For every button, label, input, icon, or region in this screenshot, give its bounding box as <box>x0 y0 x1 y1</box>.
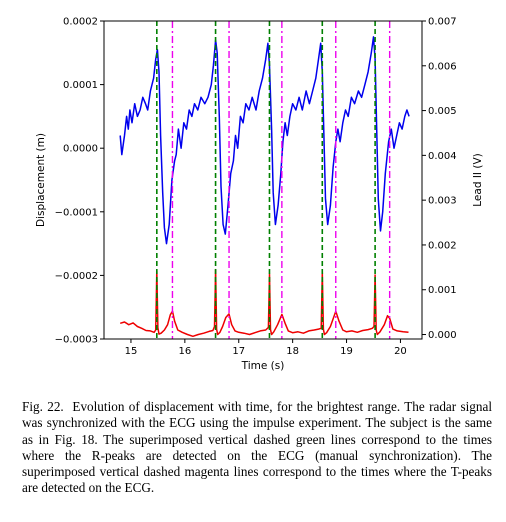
y-right-tick-label: 0.002 <box>428 240 457 251</box>
y-left-tick-label: 0.0000 <box>63 144 98 155</box>
y-left-tick-label: 0.0002 <box>63 17 98 28</box>
y-axis-right-title: Lead II (V) <box>472 153 484 206</box>
plot-area <box>119 21 410 339</box>
x-tick-label: 19 <box>340 346 353 357</box>
y-left-tick-label: 0.0001 <box>63 80 98 91</box>
figure: 15 16 17 18 19 20 0.0002 0.0001 0.0000 −0.0001 −0.… <box>35 17 484 373</box>
displacement-series-line <box>119 36 410 245</box>
y-left-tick-label: −0.0001 <box>55 207 98 218</box>
x-tick-label: 17 <box>232 346 245 357</box>
plot-frame <box>103 20 423 340</box>
y-right-tick-label: 0.001 <box>428 285 457 296</box>
x-axis-title: Time (s) <box>241 360 285 372</box>
figure-caption: Fig. 22. Evolution of displacement with … <box>22 399 492 496</box>
y-axis-left-title: Displacement (m) <box>35 133 47 227</box>
axes-ticks: 15 16 17 18 19 20 0.0002 0.0001 0.0000 −0.0001 −0.… <box>55 17 457 358</box>
x-tick-label: 16 <box>178 346 191 357</box>
y-right-tick-label: 0.000 <box>428 330 457 341</box>
ecg-series-line <box>119 268 409 338</box>
y-right-tick-label: 0.007 <box>428 17 457 28</box>
y-left-tick-label: −0.0003 <box>55 335 98 346</box>
y-right-tick-label: 0.003 <box>428 196 457 207</box>
x-tick-label: 15 <box>125 346 138 357</box>
y-right-tick-label: 0.006 <box>428 61 457 72</box>
y-right-tick-label: 0.005 <box>428 106 457 117</box>
chart: 15 16 17 18 19 20 0.0002 0.0001 0.0000 −0.0001 −0.… <box>35 17 484 373</box>
x-tick-label: 20 <box>394 346 407 357</box>
y-right-tick-label: 0.004 <box>428 151 457 162</box>
y-left-tick-label: −0.0002 <box>55 271 98 282</box>
x-tick-label: 18 <box>286 346 299 357</box>
